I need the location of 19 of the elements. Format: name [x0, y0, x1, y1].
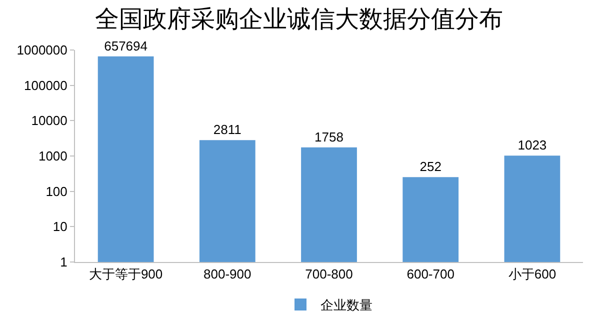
y-tick-label: 100000	[24, 78, 68, 93]
data-label: 1758	[314, 129, 344, 144]
chart-title: 全国政府采购企业诚信大数据分值分布	[95, 6, 503, 33]
y-tick-label: 10	[52, 219, 68, 234]
y-tick-label: 10000	[31, 113, 68, 128]
y-tick-label: 100	[46, 184, 68, 199]
x-tick-label: 大于等于900	[88, 266, 163, 282]
y-tick-label: 1	[60, 254, 68, 270]
y-tick-label: 1000	[38, 148, 68, 164]
legend-label: 企业数量	[320, 298, 372, 313]
data-label: 1023	[518, 138, 547, 153]
x-tick-label: 小于600	[508, 266, 556, 282]
x-tick-label: 600-700	[406, 266, 454, 282]
data-label: 2811	[213, 122, 242, 138]
data-label: 252	[420, 159, 442, 174]
x-tick-label: 800-900	[204, 266, 252, 282]
x-tick-label: 700-800	[305, 266, 353, 282]
y-tick-label: 1000000	[16, 42, 68, 58]
data-label: 657694	[104, 38, 148, 54]
